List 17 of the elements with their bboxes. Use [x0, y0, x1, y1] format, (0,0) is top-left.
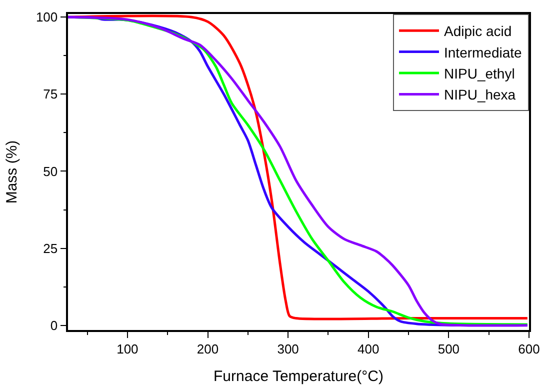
y-tick-label: 75 [43, 86, 58, 102]
x-tick-label: 100 [116, 341, 138, 356]
x-tick-label: 300 [277, 341, 299, 356]
y-tick-label: 25 [43, 240, 58, 256]
x-tick-label: 400 [358, 341, 380, 356]
legend-label: Intermediate [444, 44, 522, 60]
legend-label: Adipic acid [444, 23, 512, 40]
legend-label: NIPU_hexa [444, 86, 516, 103]
y-tick-label: 0 [50, 318, 58, 333]
x-tick-label: 500 [438, 341, 460, 356]
y-tick-label: 50 [43, 164, 58, 179]
y-axis-title: Mass (%) [4, 140, 21, 204]
x-tick-label: 200 [196, 341, 219, 356]
legend-label: NIPU_ethyl [444, 65, 515, 82]
x-axis-title: Furnace Temperature(°C) [214, 368, 384, 385]
x-tick-label: 600 [518, 341, 540, 356]
y-tick-label: 100 [36, 10, 58, 25]
